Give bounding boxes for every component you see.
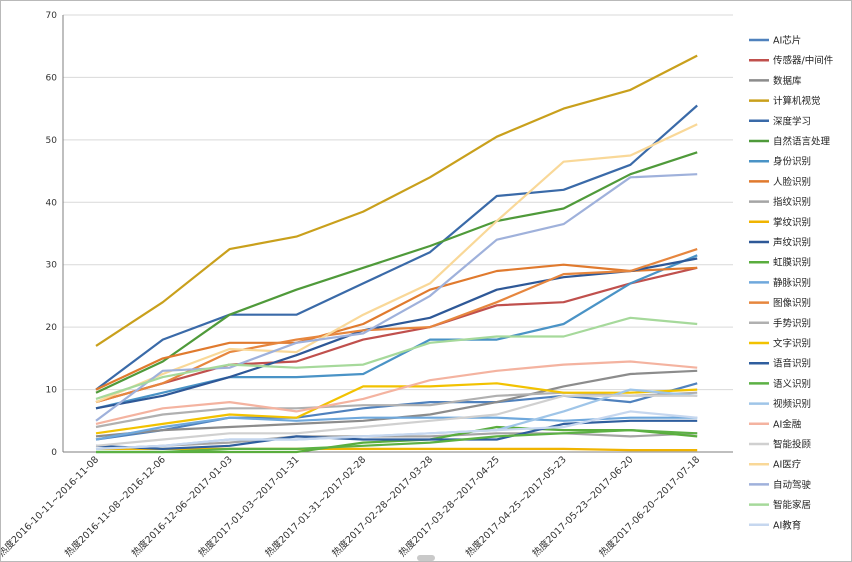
series-line <box>95 104 698 391</box>
series-line <box>95 123 698 404</box>
legend-label: 声纹识别 <box>773 237 811 249</box>
legend-label: 视频识别 <box>773 398 811 410</box>
legend-label: 深度学习 <box>773 115 811 127</box>
legend-label: 指纹识别 <box>773 196 811 208</box>
legend-label: 文字识别 <box>773 338 811 350</box>
y-tick-label: 0 <box>51 448 57 458</box>
legend-label: 语义识别 <box>773 379 811 390</box>
series-line <box>95 54 698 347</box>
series-line <box>95 266 698 404</box>
legend-label: 静脉识别 <box>773 277 811 289</box>
x-tick-labels: 热度2016-10-11~2016-11-08热度2016-11-08~2016… <box>1 454 702 560</box>
series-line <box>95 419 698 450</box>
legend-label: 智能家居 <box>773 499 811 511</box>
legend-label: 虹膜识别 <box>773 258 811 269</box>
legend-label: 数据库 <box>773 75 802 87</box>
series-line <box>95 432 698 450</box>
series-line <box>96 429 698 454</box>
legend: AI芯片传感器/中间件数据库计算机视觉深度学习自然语言处理身份识别人脸识别指纹识… <box>749 35 834 531</box>
series-line <box>96 425 698 454</box>
y-tick-labels: 0 10 20 30 40 50 60 70 <box>46 11 58 458</box>
scroll-knob[interactable] <box>417 555 435 561</box>
series-line <box>95 263 698 391</box>
series-line <box>95 151 698 394</box>
y-tick-label: 20 <box>46 323 58 333</box>
legend-label: 身份识别 <box>773 156 811 168</box>
series-line <box>95 316 698 400</box>
legend-label: AI金融 <box>773 418 802 430</box>
series-line <box>95 410 698 450</box>
series-line <box>95 173 698 422</box>
legend-label: AI医疗 <box>773 459 802 471</box>
legend-label: 自然语言处理 <box>773 136 831 148</box>
y-tick-label: 60 <box>46 73 58 83</box>
legend-label: AI教育 <box>773 519 801 531</box>
series-line <box>95 248 698 404</box>
series-lines <box>95 54 698 454</box>
legend-label: 图像识别 <box>773 297 811 309</box>
legend-label: AI芯片 <box>773 35 801 47</box>
series-line <box>95 382 698 435</box>
legend-label: 人脸识别 <box>773 176 811 188</box>
legend-label: 计算机视觉 <box>773 95 821 107</box>
gridlines <box>63 14 733 391</box>
series-line <box>96 447 698 452</box>
y-tick-label: 50 <box>46 136 58 146</box>
legend-label: 掌纹识别 <box>773 216 811 228</box>
series-line <box>95 254 698 410</box>
series-line <box>95 394 698 447</box>
legend-label: 语音识别 <box>773 358 811 370</box>
legend-label: 传感器/中间件 <box>773 55 834 67</box>
legend-label: 智能投顾 <box>773 439 812 451</box>
y-tick-label: 40 <box>46 198 58 208</box>
y-tick-label: 10 <box>46 386 58 396</box>
series-line <box>95 391 698 429</box>
legend-label: 自动驾驶 <box>773 479 812 491</box>
series-line <box>95 257 698 410</box>
legend-label: 手势识别 <box>773 317 811 329</box>
y-tick-label: 70 <box>46 11 58 21</box>
series-line <box>95 360 698 425</box>
y-tick-label: 30 <box>46 261 58 271</box>
